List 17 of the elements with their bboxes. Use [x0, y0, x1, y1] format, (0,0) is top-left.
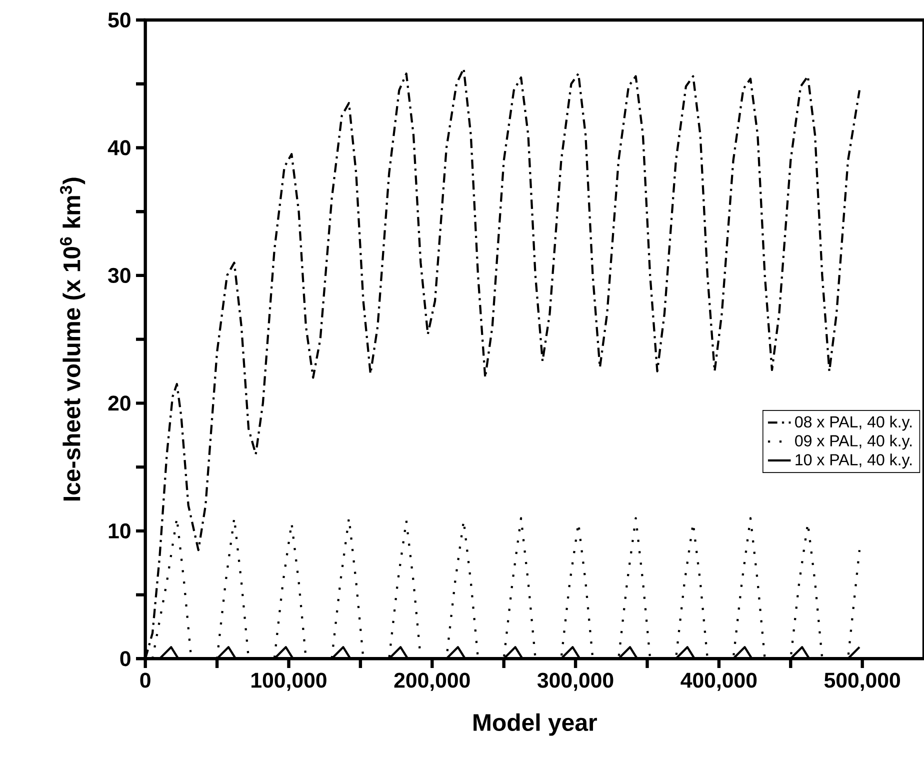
y-axis-title: Ice-sheet volume (x 10$^{6}$ km$^{3}$) — [60, 178, 86, 501]
x-tick-label: 500,000 — [824, 672, 900, 692]
y-tick-label: 20 — [108, 396, 130, 411]
y-tick-label: 30 — [108, 268, 130, 284]
y-tick-label: 10 — [108, 524, 130, 539]
x-tick-label: 300,000 — [537, 672, 614, 692]
x-tick-label: 200,000 — [394, 672, 470, 692]
y-tick-label: 0 — [120, 651, 130, 666]
x-tick-label: 100,000 — [252, 672, 326, 692]
x-tick-label: 400,000 — [680, 672, 757, 692]
y-tick-label: 50 — [108, 12, 130, 28]
legend-label: 08 x PAL, 40 k.y. — [795, 416, 912, 431]
x-tick-label: 0 — [140, 672, 150, 688]
legend-label: 10 x PAL, 40 k.y. — [796, 454, 912, 469]
y-tick-label: 40 — [108, 140, 130, 156]
x-axis-title: Model year — [474, 714, 597, 736]
legend-label: 09 x PAL, 40 k.y. — [795, 434, 912, 450]
